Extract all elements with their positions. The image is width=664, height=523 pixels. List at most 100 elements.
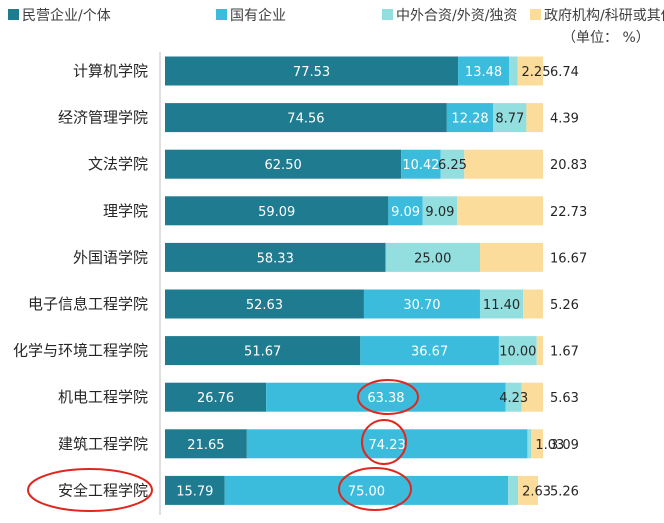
- bar-segment: [224, 475, 509, 505]
- value-label: 3.09: [550, 438, 579, 453]
- bar-segment: [518, 475, 539, 505]
- annotations: [27, 379, 419, 512]
- bar-segment: [446, 103, 494, 133]
- bar-segment: [479, 242, 543, 272]
- bar-segment: [422, 196, 458, 226]
- category-label: 机电工程学院: [58, 388, 148, 406]
- value-label: 4.23: [499, 391, 528, 406]
- bar-segment: [165, 429, 247, 459]
- bar-segment: [165, 289, 364, 319]
- value-label: 25.00: [414, 251, 451, 266]
- category-labels: 计算机学院经济管理学院文法学院理学院外国语学院电子信息工程学院化学与环境工程学院…: [13, 62, 148, 499]
- bar-segment: [498, 336, 537, 366]
- bar-segment: [458, 56, 510, 86]
- legend-swatch-1: [216, 9, 227, 20]
- category-label: 计算机学院: [73, 62, 148, 80]
- value-label: 63.38: [367, 391, 404, 406]
- bar-segment: [165, 382, 267, 412]
- value-label: 36.67: [411, 345, 448, 360]
- bar-segment: [266, 382, 506, 412]
- value-label: 74.23: [369, 438, 406, 453]
- bar-segment: [165, 149, 402, 179]
- value-label: 1.67: [550, 345, 579, 360]
- bar-segment: [165, 475, 225, 505]
- category-label: 理学院: [103, 202, 148, 220]
- value-label: 1.03: [535, 438, 564, 453]
- category-label: 外国语学院: [73, 248, 148, 266]
- value-label: 75.00: [348, 484, 385, 499]
- bar-segment: [523, 289, 543, 319]
- value-label: 22.73: [550, 205, 587, 220]
- category-label: 建筑工程学院: [58, 435, 148, 453]
- bar-segment: [457, 196, 543, 226]
- value-label: 2.63: [522, 484, 551, 499]
- bar-segment: [521, 382, 543, 412]
- value-label: 11.40: [483, 298, 520, 313]
- legend-label-1: 国有企业: [230, 7, 286, 24]
- bar-segment: [464, 149, 543, 179]
- category-label: 电子信息工程学院: [28, 295, 148, 313]
- value-label: 10.42: [402, 158, 439, 173]
- bar-segment: [517, 56, 543, 86]
- value-label: 58.33: [257, 251, 294, 266]
- bars: [165, 56, 544, 505]
- legend-swatch-2: [382, 9, 393, 20]
- red-circle-annotation: [361, 419, 407, 465]
- legend-label-0: 民营企业/个体: [22, 7, 111, 24]
- bar-segment: [360, 336, 499, 366]
- value-label: 13.48: [465, 65, 502, 80]
- value-label: 77.53: [293, 65, 330, 80]
- value-label: 16.67: [550, 251, 587, 266]
- legend-label-3: 政府机构/科研或其他事业单位: [544, 8, 664, 24]
- bar-segment: [479, 289, 524, 319]
- bar-segment: [165, 103, 447, 133]
- category-label: 安全工程学院: [58, 481, 148, 499]
- value-label: 5.63: [550, 391, 579, 406]
- value-label: 8.77: [495, 112, 524, 127]
- value-label: 62.50: [265, 158, 302, 173]
- bar-segment: [388, 196, 423, 226]
- legend-swatch-3: [530, 9, 541, 20]
- bar-segment: [401, 149, 441, 179]
- bar-segment: [508, 475, 519, 505]
- bar-segment: [385, 242, 480, 272]
- bar-segment: [493, 103, 527, 133]
- value-label: 5.26: [550, 484, 579, 499]
- bar-segment: [165, 196, 389, 226]
- bar-segment: [509, 56, 518, 86]
- bar-segment: [526, 103, 543, 133]
- bar-segment: [165, 336, 361, 366]
- legend-swatch-0: [8, 9, 19, 20]
- category-label: 文法学院: [88, 155, 148, 173]
- bar-segment: [246, 429, 528, 459]
- value-label: 6.25: [438, 158, 467, 173]
- bar-segment: [363, 289, 480, 319]
- bar-segment: [505, 382, 522, 412]
- category-label: 经济管理学院: [58, 109, 148, 127]
- value-label: 2.25: [522, 65, 551, 80]
- value-label: 51.67: [244, 345, 281, 360]
- value-label: 5.26: [550, 298, 579, 313]
- red-circle-annotation: [338, 467, 412, 511]
- legend: 民营企业/个体 国有企业 中外合资/外资/独资 政府机构/科研或其他事业单位: [8, 7, 664, 24]
- bar-segment: [536, 336, 544, 366]
- value-label: 30.70: [403, 298, 440, 313]
- value-label: 20.83: [550, 158, 587, 173]
- value-label: 59.09: [258, 205, 295, 220]
- red-circle-annotation: [357, 379, 419, 415]
- bar-segment: [165, 242, 386, 272]
- legend-label-2: 中外合资/外资/独资: [396, 8, 517, 24]
- value-label: 26.76: [197, 391, 234, 406]
- value-label: 4.39: [550, 112, 579, 127]
- value-label: 52.63: [246, 298, 283, 313]
- value-label: 12.28: [451, 112, 488, 127]
- unit-note: （单位： %）: [562, 30, 650, 46]
- value-label: 9.09: [391, 205, 420, 220]
- value-label: 6.74: [550, 65, 579, 80]
- value-labels: 77.53 13.48 2.25 6.74 74.56 12.28 8.77 4.39 62.5…: [176, 65, 587, 499]
- bar-segment: [165, 56, 459, 86]
- bar-segment: [531, 429, 543, 459]
- value-label: 74.56: [287, 112, 324, 127]
